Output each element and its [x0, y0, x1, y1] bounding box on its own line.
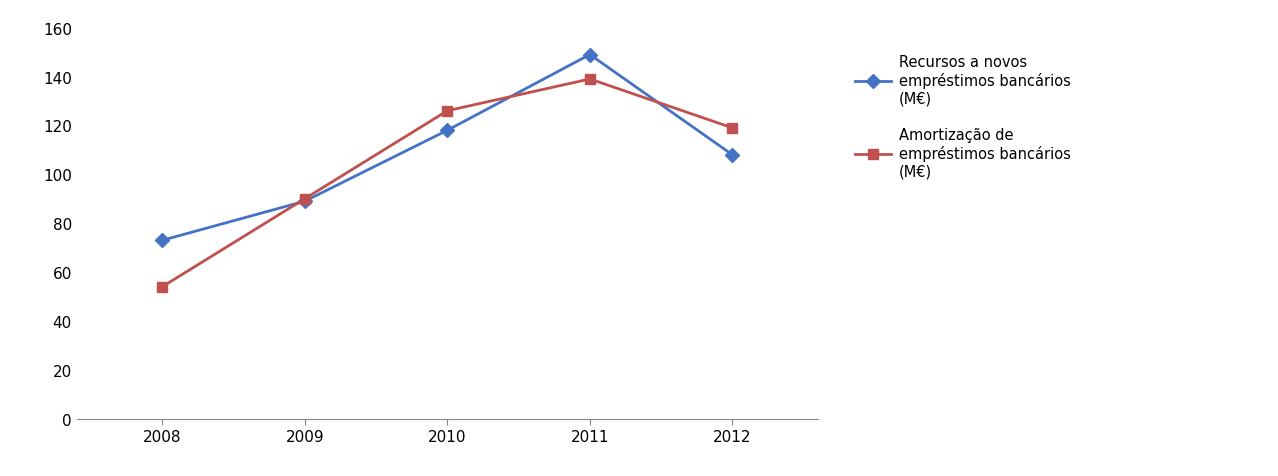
Amortização de
empréstimos bancários
(M€)	[296, 197, 312, 202]
Legend: Recursos a novos
empréstimos bancários
(M€), Amortização de
empréstimos bancário: Recursos a novos empréstimos bancários (…	[855, 55, 1071, 179]
Recursos a novos
empréstimos bancários
(M€)	[725, 152, 740, 158]
Line: Recursos a novos
empréstimos bancários
(M€): Recursos a novos empréstimos bancários (…	[157, 50, 737, 246]
Recursos a novos
empréstimos bancários
(M€)	[296, 199, 312, 205]
Amortização de
empréstimos bancários
(M€)	[725, 126, 740, 131]
Recursos a novos
empréstimos bancários
(M€)	[440, 128, 455, 134]
Amortização de
empréstimos bancários
(M€)	[583, 77, 598, 83]
Amortização de
empréstimos bancários
(M€)	[155, 284, 170, 290]
Line: Amortização de
empréstimos bancários
(M€): Amortização de empréstimos bancários (M€…	[157, 75, 737, 292]
Amortização de
empréstimos bancários
(M€)	[440, 109, 455, 114]
Recursos a novos
empréstimos bancários
(M€)	[155, 238, 170, 244]
Recursos a novos
empréstimos bancários
(M€)	[583, 52, 598, 58]
